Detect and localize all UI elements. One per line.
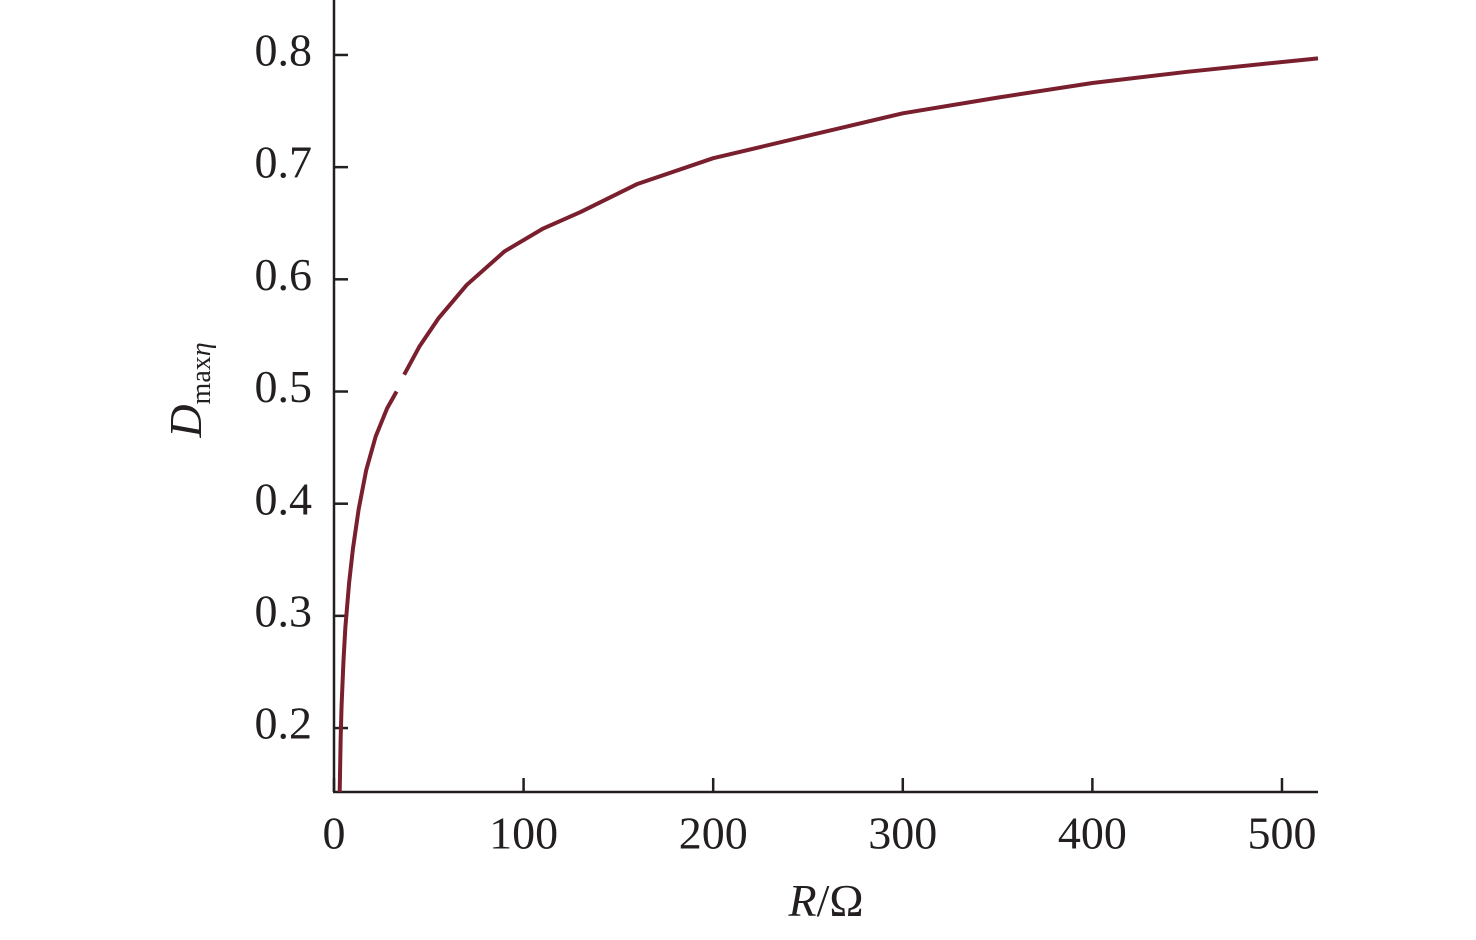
y-tick-label: 0.8: [255, 25, 313, 76]
x-tick-label: 300: [868, 808, 937, 859]
y-label-base: D: [160, 404, 211, 438]
data-line: [337, 56, 1319, 793]
x-axis-label: R/Ω: [787, 875, 863, 926]
x-tick-label: 500: [1247, 808, 1316, 859]
x-tick-label: 0: [323, 808, 346, 859]
x-tick-label: 400: [1058, 808, 1127, 859]
x-tick-label: 100: [489, 808, 558, 859]
y-tick-label: 0.4: [255, 473, 313, 524]
y-tick-label: 0.5: [255, 361, 313, 412]
y-tick-label: 0.7: [255, 137, 313, 188]
y-tick-label: 0.3: [255, 585, 313, 636]
y-tick-label: 0.6: [255, 249, 313, 300]
y-axis-label: Dmaxη: [160, 342, 218, 438]
y-label-sub-symbol: η: [186, 342, 217, 356]
y-tick-label: 0.2: [255, 698, 313, 749]
y-label-sub: max: [186, 356, 217, 404]
x-label-unit: /Ω: [817, 875, 864, 926]
x-tick-label: 200: [679, 808, 748, 859]
x-label-var: R: [787, 875, 816, 926]
